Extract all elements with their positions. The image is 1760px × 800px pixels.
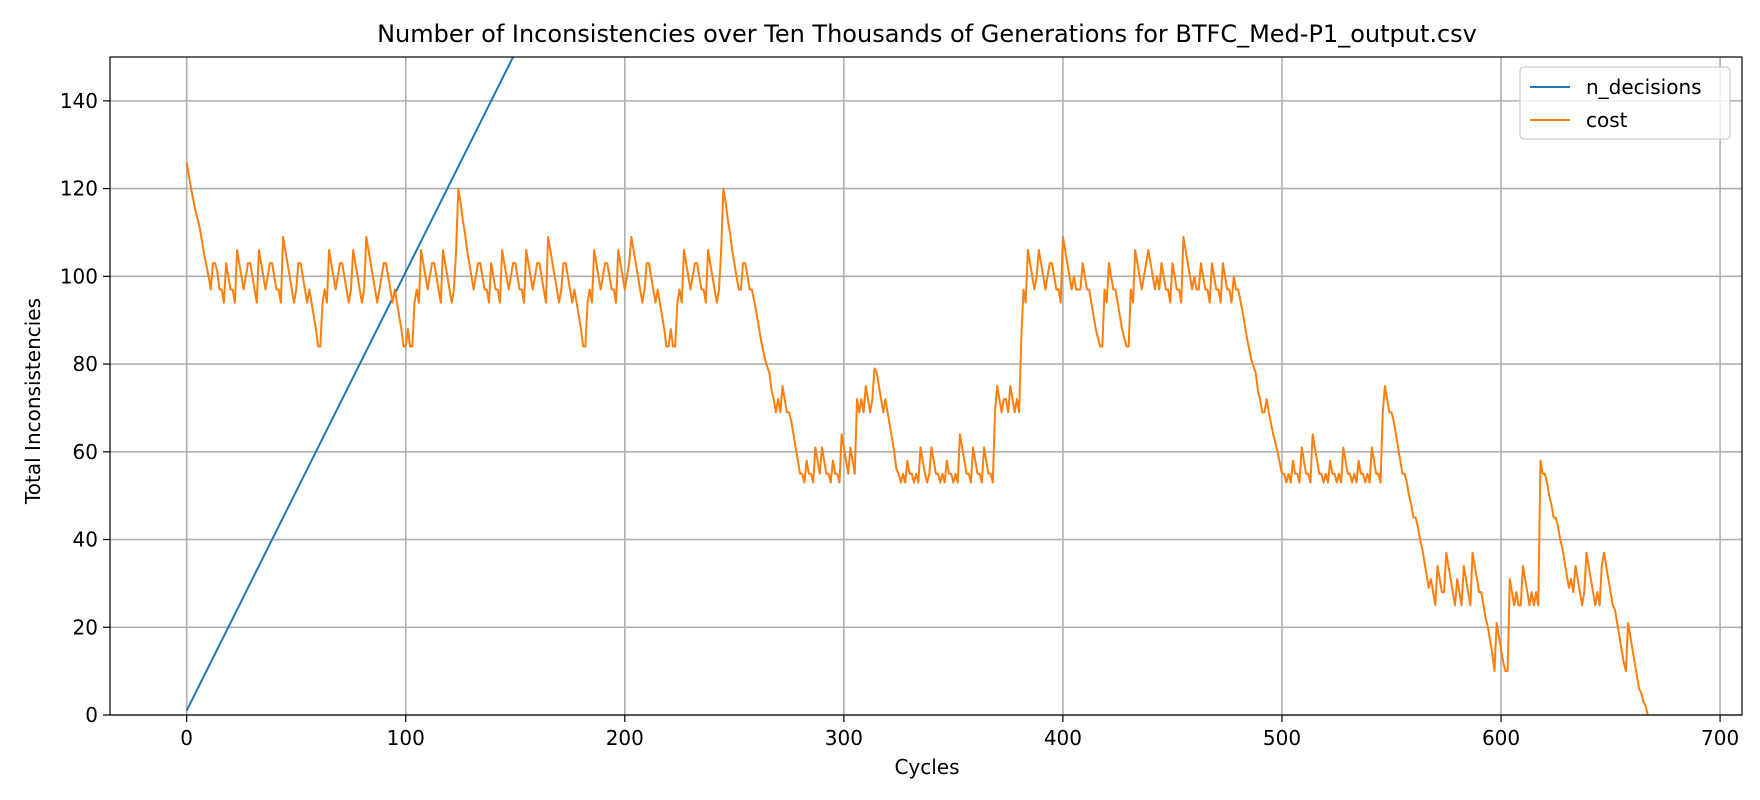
y-tick-label: 20 xyxy=(73,615,98,639)
x-tick-label: 0 xyxy=(180,726,193,750)
series-line-n-decisions xyxy=(185,57,515,712)
legend-label: n_decisions xyxy=(1586,75,1702,99)
x-axis-label: Cycles xyxy=(894,755,959,779)
x-tick-label: 700 xyxy=(1701,726,1739,750)
series-line-cost xyxy=(185,162,1649,715)
x-tick-label: 200 xyxy=(606,726,644,750)
axis-ticks: 0 100 200 300 400 500 600 700 0 20 40 60 80 100 120 140 xyxy=(60,89,1739,750)
x-tick-label: 300 xyxy=(825,726,863,750)
legend-box xyxy=(1519,66,1731,140)
x-tick-label: 400 xyxy=(1044,726,1082,750)
x-tick-label: 600 xyxy=(1482,726,1520,750)
y-tick-label: 40 xyxy=(73,528,98,552)
x-tick-label: 100 xyxy=(387,726,425,750)
y-axis-label: Total Inconsistencies xyxy=(21,298,45,505)
x-tick-label: 500 xyxy=(1263,726,1301,750)
plot-area xyxy=(185,57,1649,715)
y-tick-label: 140 xyxy=(60,89,98,113)
y-tick-label: 60 xyxy=(73,440,98,464)
plot-frame xyxy=(109,56,1743,716)
chart-title: Number of Inconsistencies over Ten Thous… xyxy=(377,20,1477,48)
y-tick-label: 120 xyxy=(60,177,98,201)
legend-label: cost xyxy=(1586,108,1628,132)
y-tick-label: 80 xyxy=(73,352,98,376)
y-tick-label: 100 xyxy=(60,264,98,288)
y-tick-label: 0 xyxy=(85,703,98,727)
